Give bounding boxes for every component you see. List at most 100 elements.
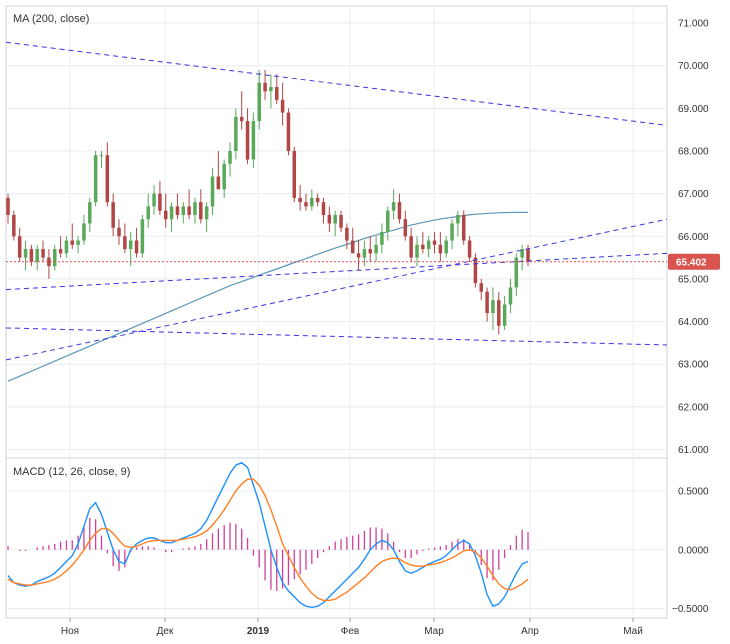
x-tick-label: Фев (341, 626, 359, 637)
candle (380, 223, 384, 254)
candle (117, 219, 121, 245)
candle-body (117, 227, 121, 237)
candle (187, 189, 191, 220)
candle-body (251, 121, 256, 160)
candle (76, 236, 80, 254)
candle (421, 232, 425, 254)
axis-layer: 71.000 70.000 69.000 68.000 67.000 66.000 65.0… (61, 19, 709, 637)
candle (35, 244, 39, 271)
candle-body (479, 283, 484, 292)
candle-body (438, 244, 443, 254)
macd-y-tick-label: 0.5000 (678, 486, 709, 497)
candle-body (175, 206, 180, 215)
candle (514, 253, 519, 296)
candle (88, 197, 92, 232)
candle-body (386, 210, 390, 232)
candle-body (444, 240, 448, 254)
candle (397, 193, 402, 224)
candle-body (280, 99, 285, 113)
candle-body (473, 257, 478, 284)
candle (111, 193, 115, 237)
candle (123, 223, 127, 254)
candle (310, 189, 314, 211)
trend-line (5, 252, 668, 291)
candle (64, 236, 69, 258)
candle-body (35, 249, 39, 262)
candle-body (140, 219, 145, 254)
candle-body (421, 244, 425, 250)
x-tick-label: 2019 (247, 626, 270, 637)
candle-body (467, 240, 472, 258)
y-tick-label: 63.000 (678, 360, 709, 371)
candle-body (111, 202, 115, 228)
candle-body (409, 236, 413, 258)
candle (426, 236, 431, 258)
candle-body (47, 257, 51, 267)
main-chart-title: MA (200, close) (13, 13, 89, 25)
x-tick-label: Май (623, 626, 643, 637)
candle-body (485, 291, 489, 314)
candle (491, 287, 495, 331)
candle (140, 214, 145, 258)
candle-body (146, 206, 150, 220)
trend-line (5, 218, 668, 361)
candle (275, 74, 279, 105)
candle (280, 82, 285, 126)
candle (345, 223, 349, 250)
candle-body (333, 214, 337, 224)
candle (216, 150, 221, 190)
candle-body (210, 176, 215, 207)
candle-body (88, 202, 92, 224)
candle-body (6, 197, 10, 215)
candle-body (216, 176, 221, 190)
candle (93, 150, 98, 207)
candle (479, 278, 484, 301)
x-tick-label: Ноя (61, 626, 79, 637)
candle (315, 193, 320, 207)
candle (508, 278, 513, 314)
candle (23, 240, 28, 271)
candle-body (257, 82, 261, 122)
candle-body (193, 202, 197, 215)
candle (409, 227, 413, 262)
candle-body (374, 244, 378, 254)
candle (438, 232, 443, 262)
candle (204, 202, 209, 232)
candle (321, 197, 326, 224)
candle (350, 227, 355, 254)
x-tick-label: Апр (521, 626, 539, 637)
candle-body (403, 219, 408, 237)
candle-body (128, 240, 133, 250)
candle (12, 210, 16, 241)
candle-body (12, 214, 16, 237)
y-tick-label: 67.000 (678, 189, 709, 200)
candle (374, 236, 378, 262)
candle-body (181, 206, 186, 215)
y-tick-label: 70.000 (678, 61, 709, 72)
candle-body (58, 249, 63, 254)
candle-body (169, 206, 174, 220)
candle (152, 185, 156, 215)
candle-body (380, 232, 384, 245)
candle-body (99, 155, 104, 157)
candle-body (304, 202, 308, 207)
candle (467, 236, 472, 262)
candle-body (508, 287, 513, 305)
candle-body (350, 240, 355, 254)
candle (105, 142, 110, 207)
candle-body (123, 236, 127, 250)
candle (444, 236, 448, 258)
candle-body (391, 202, 396, 211)
candle (497, 291, 501, 335)
grid-layer (6, 6, 667, 618)
price-layer: 65.402 (6, 253, 720, 270)
candle (386, 206, 390, 241)
x-tick-label: Мар (424, 626, 444, 637)
candle-body (29, 249, 34, 262)
candle-body (415, 244, 419, 258)
candle (304, 193, 308, 211)
candle (502, 295, 507, 331)
candle-body (497, 300, 501, 326)
macd-chart-title: MACD (12, 26, close, 9) (13, 466, 130, 478)
